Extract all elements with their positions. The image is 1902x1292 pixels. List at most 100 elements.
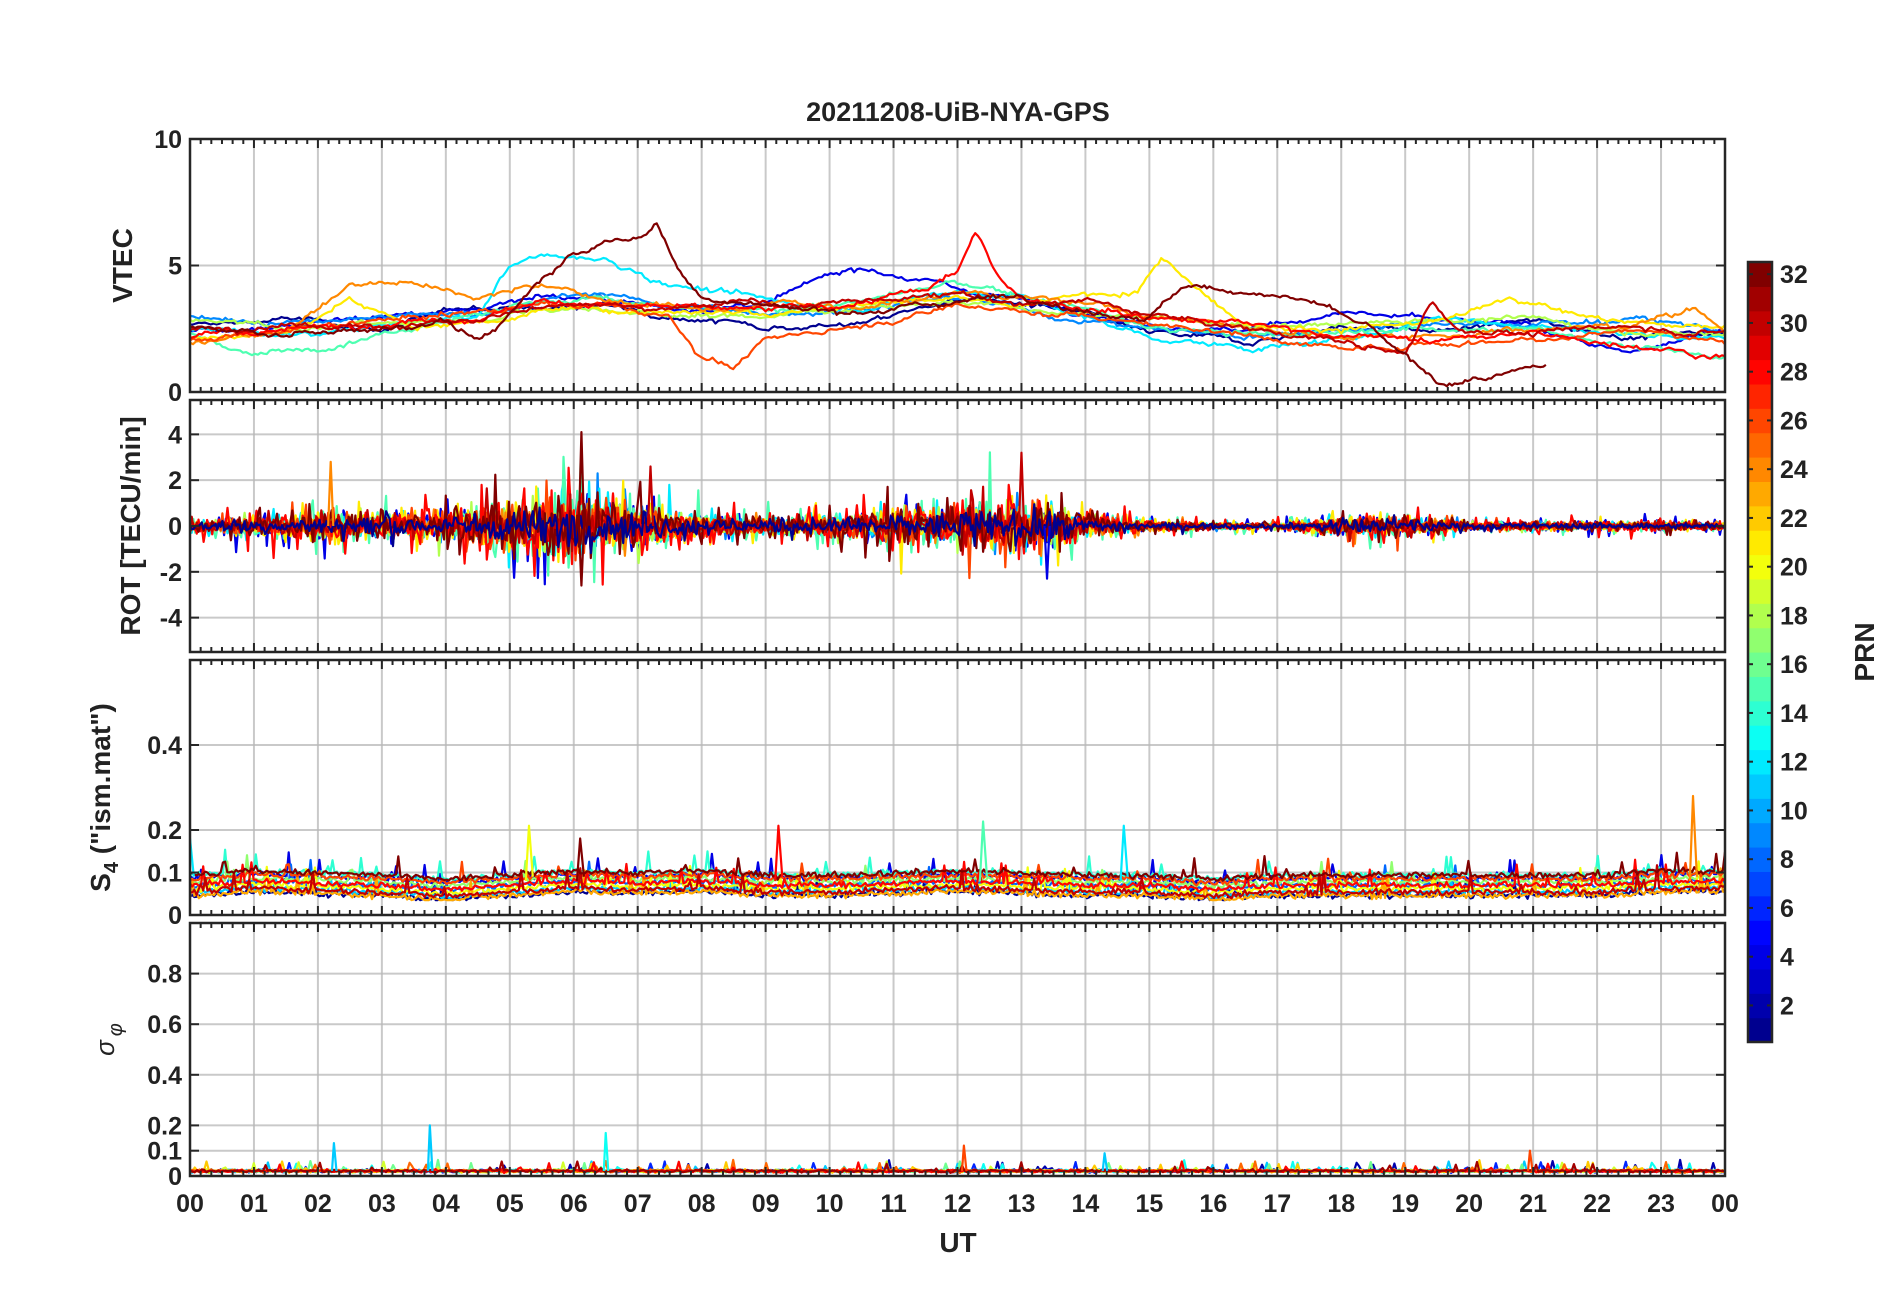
series-group-vtec	[190, 222, 1725, 388]
colorbar-tick-label: 22	[1780, 505, 1808, 533]
colorbar-bin	[1748, 627, 1772, 653]
y-tick-label: 0.6	[147, 1011, 182, 1039]
colorbar-bin	[1748, 725, 1772, 751]
x-tick-label: 09	[752, 1190, 780, 1218]
rot-peak	[1017, 451, 1026, 527]
panel-vtec: 0 5 10 VTEC	[107, 126, 1727, 407]
colorbar-tick-label: 16	[1780, 651, 1808, 679]
ticks-s4	[189, 660, 1726, 916]
y-axis-label-vtec: VTEC	[107, 228, 138, 303]
y-axis-label-rot: ROT [TECU/min]	[115, 416, 146, 635]
colorbar-tick-label: 30	[1780, 310, 1808, 338]
s4-peak	[1119, 824, 1129, 882]
s4-peak	[190, 837, 195, 877]
vtec-series-prn-32	[190, 222, 1547, 388]
y-tick-label: 0	[168, 1163, 182, 1191]
y-tick-label: 2	[168, 467, 182, 495]
colorbar-tick-label: 10	[1780, 797, 1808, 825]
x-tick-label: 12	[944, 1190, 972, 1218]
colorbar-bin	[1748, 530, 1772, 556]
colorbar-tick-label: 32	[1780, 261, 1808, 289]
colorbar-bin	[1748, 286, 1772, 312]
sigma-peak	[602, 1131, 610, 1172]
colorbar-bin	[1748, 920, 1772, 946]
x-tick-label: 03	[368, 1190, 396, 1218]
rot-peak	[646, 465, 655, 527]
x-tick-label: 16	[1199, 1190, 1227, 1218]
rot-peak	[577, 430, 586, 527]
y-tick-label: 5	[168, 253, 182, 281]
vtec-series-prn-26	[190, 300, 1725, 371]
sigma-peak	[960, 1144, 968, 1172]
y-tick-label: 0.8	[147, 961, 182, 989]
s4-peak	[1688, 794, 1698, 882]
x-tick-label: 19	[1391, 1190, 1419, 1218]
x-tick-label: 06	[560, 1190, 588, 1218]
series-group-rot	[190, 430, 1725, 587]
y-tick-label: 0	[168, 379, 182, 407]
colorbar-bin	[1748, 432, 1772, 458]
s4-series-prn-23	[190, 867, 1725, 902]
panel-s4: 0 0.1 0.2 0.4 S4 ("ism.mat")	[85, 658, 1727, 930]
x-tick-label: 10	[816, 1190, 844, 1218]
colorbar-tick-label: 14	[1780, 700, 1808, 728]
y-tick-label: 0.1	[147, 1138, 182, 1166]
rot-peak	[1043, 525, 1051, 580]
colorbar-label: PRN	[1849, 622, 1880, 681]
grid-sigma	[190, 923, 1725, 1176]
y-tick-label: -4	[160, 605, 182, 633]
colorbar-frame	[1746, 260, 1774, 1044]
y-tick-label: 4	[168, 421, 182, 449]
ticks-rot	[189, 400, 1726, 652]
colorbar-tick-label: 4	[1780, 944, 1794, 972]
colorbar-bin	[1748, 335, 1772, 361]
sigma-peak	[426, 1124, 434, 1172]
colorbar-bin	[1748, 676, 1772, 702]
colorbar-bin	[1748, 773, 1772, 799]
colorbar-tick-label: 12	[1780, 749, 1808, 777]
colorbar-bin	[1748, 1017, 1772, 1043]
colorbar-tick-label: 28	[1780, 359, 1808, 387]
x-tick-label: 11	[880, 1190, 907, 1218]
rot-peak	[577, 525, 586, 587]
x-tick-label: 00	[176, 1190, 204, 1218]
chart-title: 20211208-UiB-NYA-GPS	[806, 97, 1110, 127]
x-tick-label: 07	[624, 1190, 652, 1218]
x-tick-label: 13	[1008, 1190, 1036, 1218]
x-tick-label: 04	[432, 1190, 460, 1218]
colorbar-tick-label: 26	[1780, 407, 1808, 435]
y-tick-label: 0	[168, 902, 182, 930]
y-tick-label: 0.2	[147, 817, 182, 845]
sigma-peak	[330, 1142, 338, 1172]
colorbar-bin	[1748, 481, 1772, 507]
x-tick-label: 15	[1135, 1190, 1163, 1218]
y-tick-label: 0.1	[147, 860, 182, 888]
colorbar-bin	[1748, 383, 1772, 409]
y-tick-label: 10	[154, 126, 182, 154]
s4-series-prn-30	[190, 864, 1725, 900]
s4-peak	[978, 820, 989, 882]
colorbar-bin	[1748, 822, 1772, 848]
x-tick-label: 02	[304, 1190, 332, 1218]
colorbar-tick-label: 24	[1780, 456, 1808, 484]
colorbar-tick-label: 8	[1780, 846, 1794, 874]
x-tick-label: 18	[1327, 1190, 1355, 1218]
colorbar-bin	[1748, 578, 1772, 604]
x-tick-label: 01	[240, 1190, 268, 1218]
y-tick-label: 0.4	[147, 1062, 182, 1090]
x-tick-label: 21	[1519, 1190, 1547, 1218]
colorbar-bin	[1748, 871, 1772, 897]
y-tick-label: 0	[168, 513, 182, 541]
vtec-series-prn-12	[190, 253, 1725, 354]
colorbar-bin	[1748, 968, 1772, 994]
vtec-series-prn-21	[190, 257, 1725, 341]
x-tick-label: 17	[1263, 1190, 1291, 1218]
x-tick-label: 08	[688, 1190, 716, 1218]
panel-sigma: 00.10.2 0.4 0.6 0.8 σφ 00 01 02 03 04 05 06 07 08 09 10…	[90, 921, 1739, 1218]
s4-peak	[575, 837, 586, 882]
rot-series-prn-1	[190, 503, 1725, 555]
colorbar-tick-label: 20	[1780, 554, 1808, 582]
